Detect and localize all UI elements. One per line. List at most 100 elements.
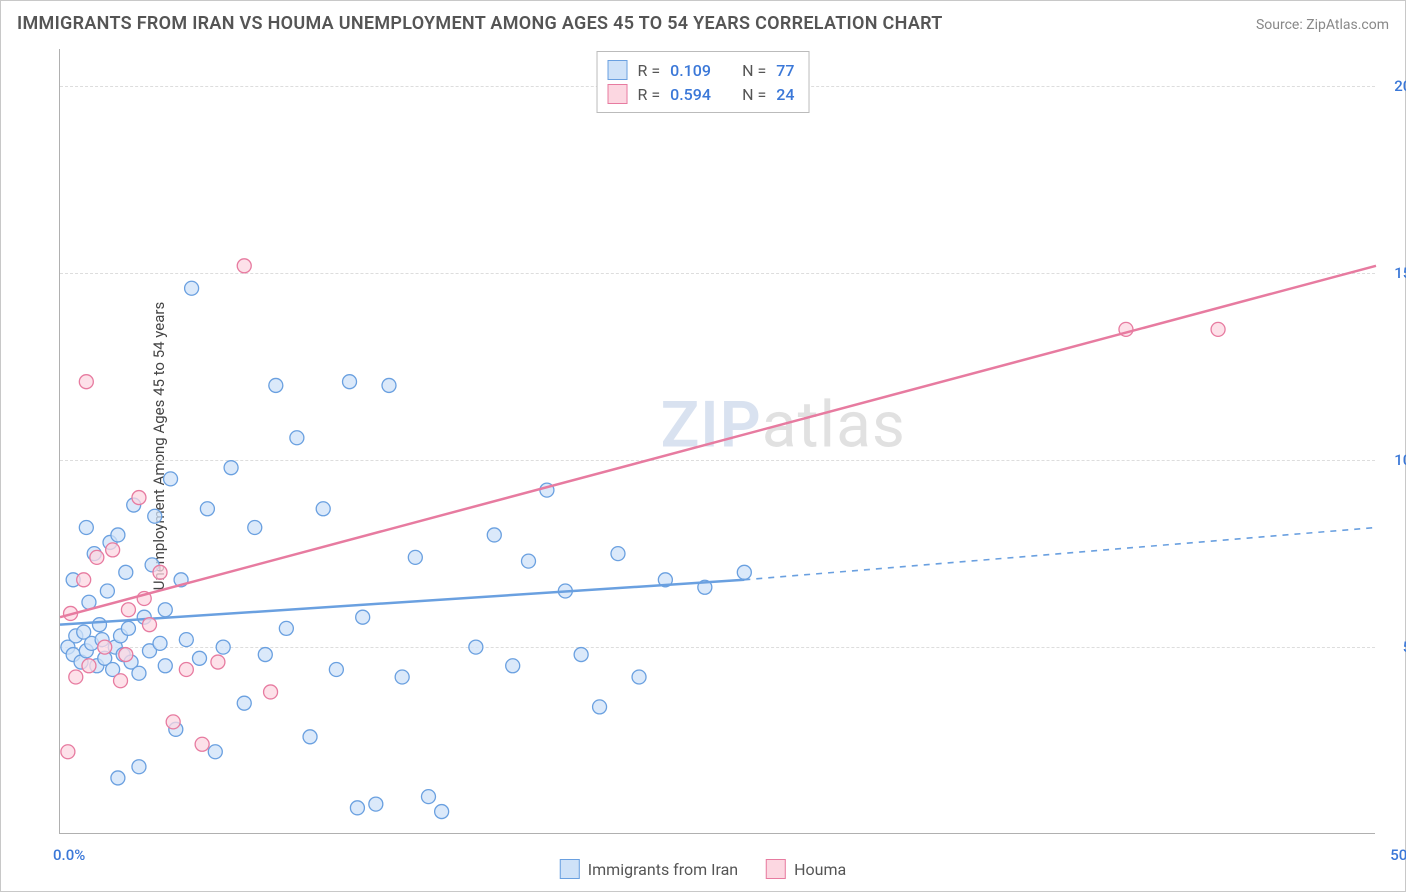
data-point xyxy=(185,281,199,295)
data-point xyxy=(237,259,251,273)
n-value: 24 xyxy=(776,85,794,104)
data-point xyxy=(111,771,125,785)
data-point xyxy=(632,670,646,684)
stats-row: R = 0.109 N = 77 xyxy=(608,58,795,82)
data-point xyxy=(329,663,343,677)
r-label: R = xyxy=(638,85,661,104)
y-tick-label: 5.0% xyxy=(1380,638,1406,656)
data-point xyxy=(574,648,588,662)
r-label: R = xyxy=(638,61,661,80)
data-point xyxy=(395,670,409,684)
data-point xyxy=(61,745,75,759)
data-point xyxy=(132,760,146,774)
legend-swatch xyxy=(608,84,628,104)
data-point xyxy=(593,700,607,714)
data-point xyxy=(142,618,156,632)
x-tick-left: 0.0% xyxy=(53,846,85,864)
data-point xyxy=(1211,322,1225,336)
legend-swatch xyxy=(560,859,580,879)
data-point xyxy=(106,543,120,557)
data-point xyxy=(258,648,272,662)
data-point xyxy=(98,640,112,654)
legend-item: Immigrants from Iran xyxy=(560,859,738,879)
legend-swatch xyxy=(766,859,786,879)
data-point xyxy=(369,797,383,811)
data-point xyxy=(435,805,449,819)
data-point xyxy=(153,565,167,579)
plot-area: ZIPatlas 5.0%10.0%15.0%20.0% xyxy=(59,49,1375,834)
data-point xyxy=(79,520,93,534)
source-label: Source: ZipAtlas.com xyxy=(1256,17,1389,33)
legend-label: Immigrants from Iran xyxy=(588,860,738,879)
n-label: N = xyxy=(742,85,766,104)
data-point xyxy=(153,636,167,650)
stats-row: R = 0.594 N = 24 xyxy=(608,82,795,106)
data-point xyxy=(382,378,396,392)
chart-title: IMMIGRANTS FROM IRAN VS HOUMA UNEMPLOYME… xyxy=(17,13,943,34)
data-point xyxy=(269,378,283,392)
data-point xyxy=(166,715,180,729)
data-point xyxy=(90,550,104,564)
data-point xyxy=(469,640,483,654)
data-point xyxy=(487,528,501,542)
n-value: 77 xyxy=(776,61,794,80)
data-point xyxy=(200,502,214,516)
data-point xyxy=(737,565,751,579)
data-point xyxy=(408,550,422,564)
data-point xyxy=(82,659,96,673)
data-point xyxy=(132,491,146,505)
data-point xyxy=(316,502,330,516)
data-point xyxy=(421,790,435,804)
r-value: 0.594 xyxy=(670,85,726,104)
data-point xyxy=(111,528,125,542)
data-point xyxy=(195,737,209,751)
data-point xyxy=(79,375,93,389)
data-point xyxy=(158,603,172,617)
trend-line xyxy=(60,580,744,625)
data-point xyxy=(179,633,193,647)
r-value: 0.109 xyxy=(670,61,726,80)
data-point xyxy=(216,640,230,654)
legend-swatch xyxy=(608,60,628,80)
data-point xyxy=(237,696,251,710)
data-point xyxy=(264,685,278,699)
trend-line xyxy=(60,266,1376,617)
data-point xyxy=(121,603,135,617)
y-tick-label: 15.0% xyxy=(1380,264,1406,282)
trend-line-dashed xyxy=(744,527,1376,579)
data-point xyxy=(164,472,178,486)
data-point xyxy=(211,655,225,669)
y-tick-label: 20.0% xyxy=(1380,77,1406,95)
data-point xyxy=(279,621,293,635)
y-tick-label: 10.0% xyxy=(1380,451,1406,469)
bottom-legend: Immigrants from Iran Houma xyxy=(560,859,846,879)
n-label: N = xyxy=(742,61,766,80)
scatter-svg xyxy=(60,49,1375,833)
data-point xyxy=(100,584,114,598)
title-bar: IMMIGRANTS FROM IRAN VS HOUMA UNEMPLOYME… xyxy=(17,13,1389,34)
data-point xyxy=(303,730,317,744)
data-point xyxy=(92,618,106,632)
legend-label: Houma xyxy=(794,860,846,879)
data-point xyxy=(119,648,133,662)
data-point xyxy=(611,547,625,561)
data-point xyxy=(77,573,91,587)
data-point xyxy=(521,554,535,568)
data-point xyxy=(506,659,520,673)
data-point xyxy=(350,801,364,815)
data-point xyxy=(121,621,135,635)
data-point xyxy=(192,651,206,665)
data-point xyxy=(290,431,304,445)
data-point xyxy=(148,509,162,523)
data-point xyxy=(69,670,83,684)
legend-item: Houma xyxy=(766,859,846,879)
data-point xyxy=(356,610,370,624)
data-point xyxy=(224,461,238,475)
data-point xyxy=(114,674,128,688)
data-point xyxy=(208,745,222,759)
data-point xyxy=(119,565,133,579)
data-point xyxy=(179,663,193,677)
data-point xyxy=(132,666,146,680)
x-tick-right: 50.0% xyxy=(1390,846,1406,864)
data-point xyxy=(248,520,262,534)
